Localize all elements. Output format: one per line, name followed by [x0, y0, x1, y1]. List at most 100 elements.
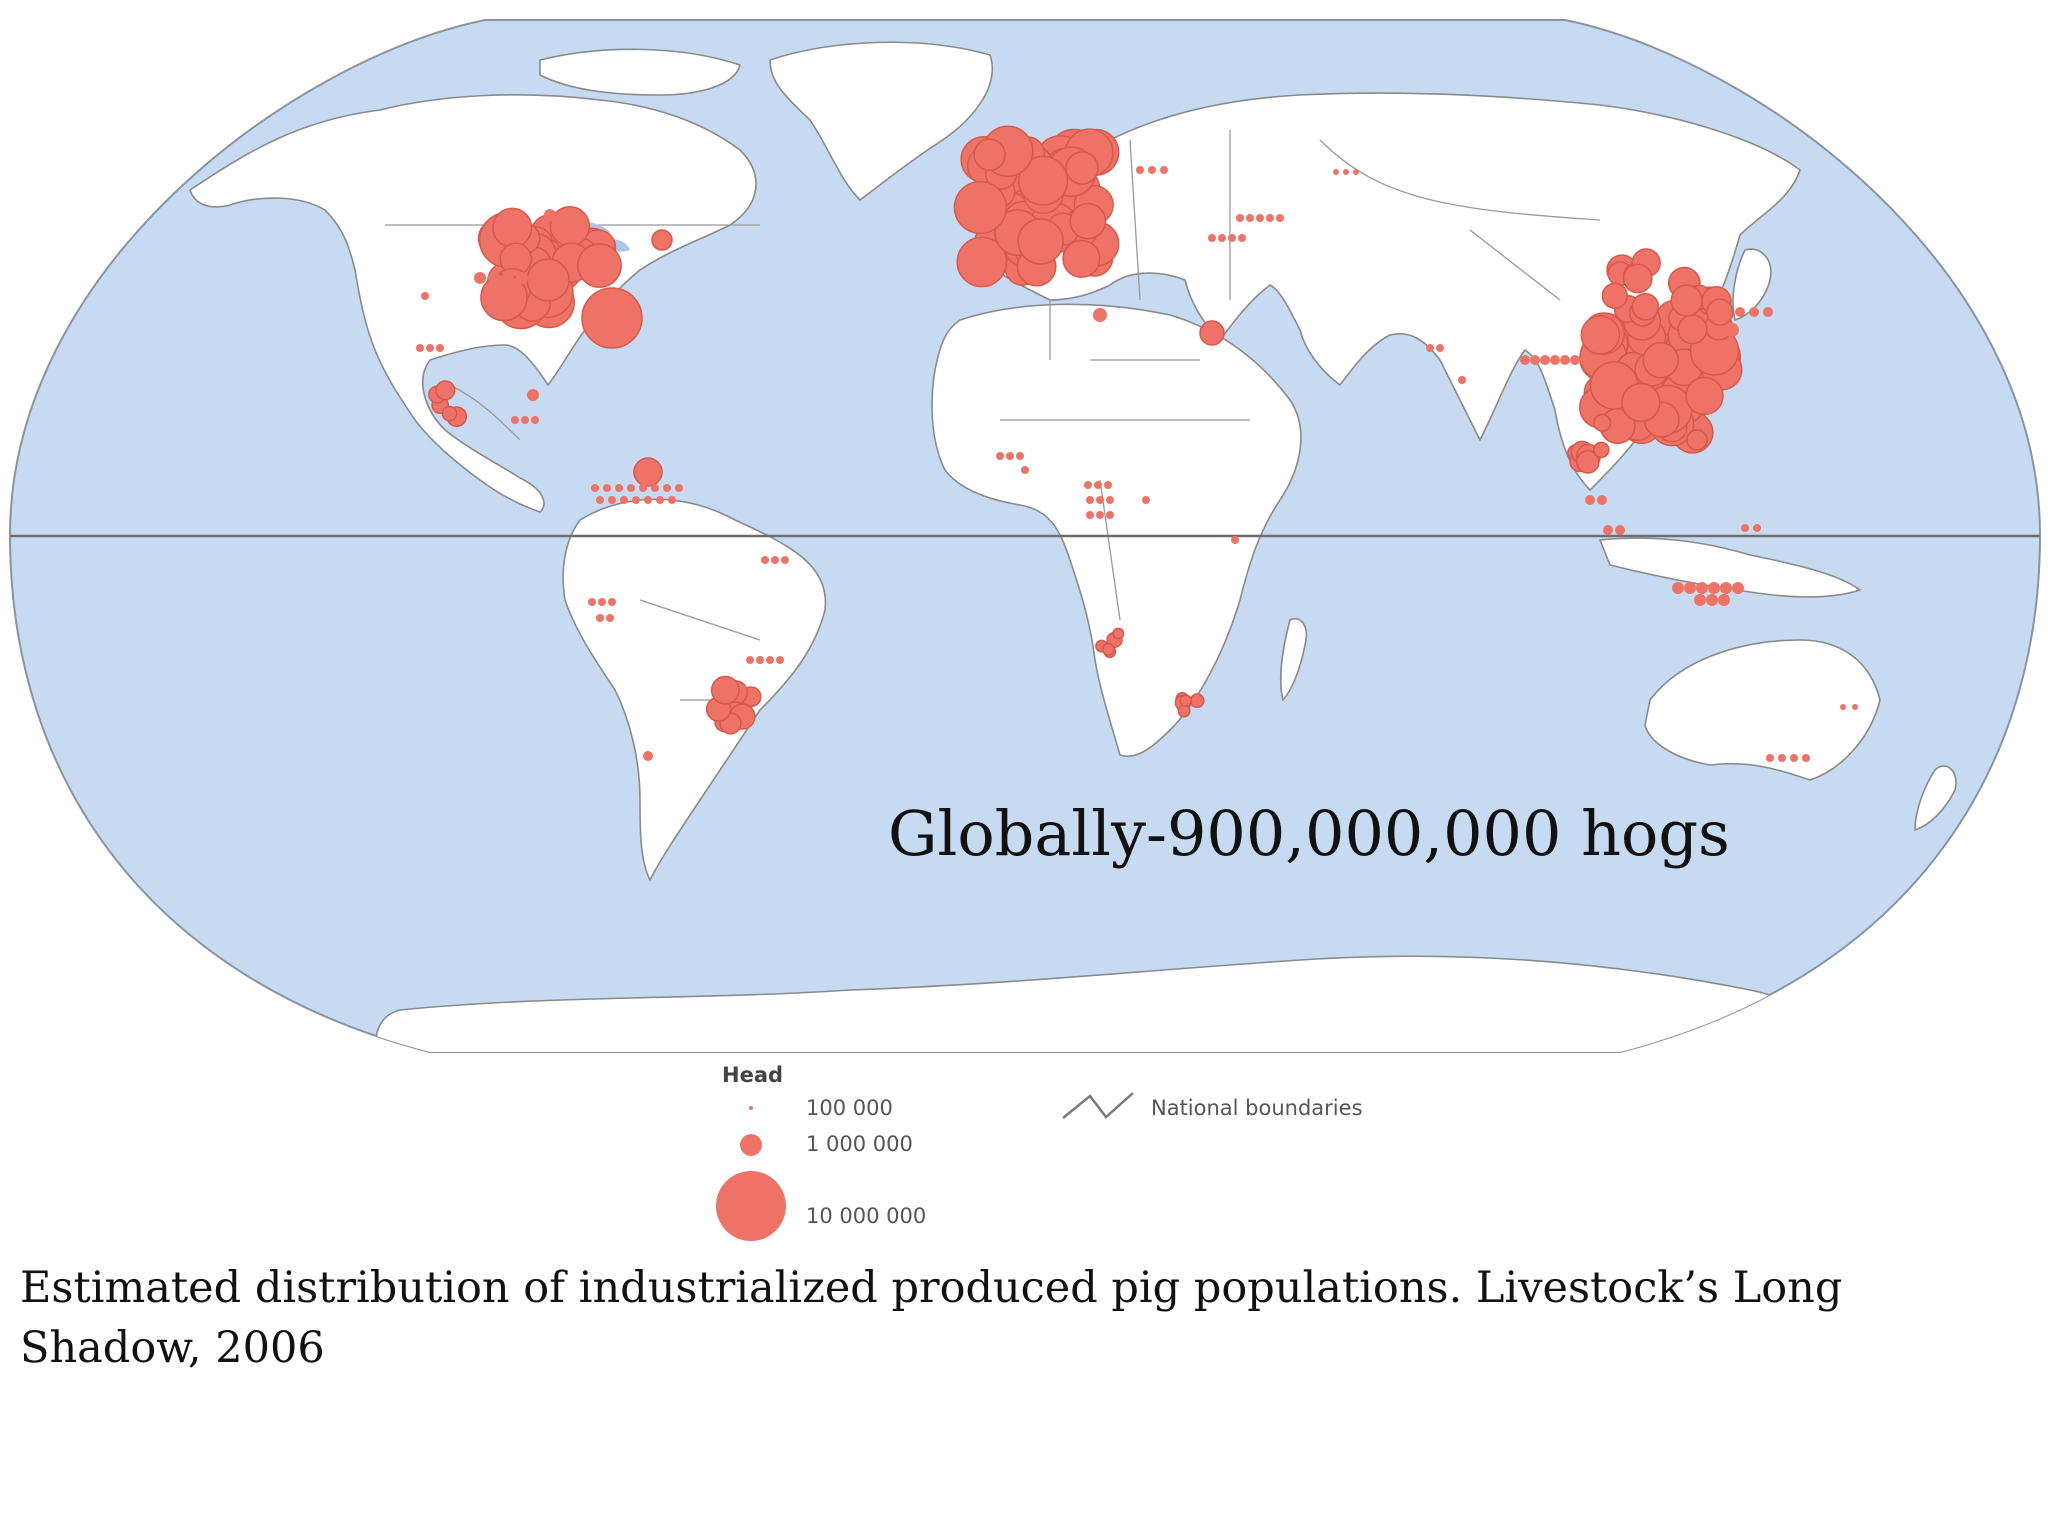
pig-marker-colombia	[591, 484, 599, 492]
pig-marker-japan	[1735, 307, 1745, 317]
pig-marker-colombia	[675, 484, 683, 492]
pig-marker-brazil-north	[781, 556, 789, 564]
pig-marker-india-north	[1426, 344, 1434, 352]
pig-marker-colombia	[615, 484, 623, 492]
pig-marker-japan	[1749, 307, 1759, 317]
world-map-figure: Globally-900,000,000 hogs Head 100 000 1…	[8, 19, 2042, 1241]
pig-marker-russia-east	[1333, 169, 1339, 175]
pig-marker-brazil-central	[766, 656, 774, 664]
pig-marker-angola	[1101, 642, 1115, 656]
pig-marker-russia	[1246, 214, 1254, 222]
pig-marker-western-europe	[1069, 202, 1107, 240]
pig-marker-brazil-central	[776, 656, 784, 664]
pig-marker-australia-south	[1778, 754, 1786, 762]
pig-marker-china	[1642, 342, 1679, 379]
pig-marker-india-east	[1560, 355, 1570, 365]
pig-marker-central-america	[531, 416, 539, 424]
pig-marker-mexico	[435, 380, 456, 401]
legend-label-medium: 1 000 000	[806, 1132, 913, 1156]
pig-marker-western-europe	[1062, 239, 1101, 278]
landmass-madagascar	[1279, 618, 1308, 701]
pig-marker-russia-east	[1353, 169, 1359, 175]
pig-marker-china-north	[1631, 292, 1660, 321]
pig-marker-china	[1685, 376, 1724, 416]
landmass-north-america	[189, 94, 757, 513]
pig-marker-vietnam	[1576, 450, 1600, 474]
pig-marker-mexico-north	[426, 344, 434, 352]
caption-line-2: Shadow, 2006	[20, 1323, 325, 1373]
pig-marker-russia	[1266, 214, 1274, 222]
caption-line-1: Estimated distribution of industrialized…	[20, 1263, 1843, 1313]
pig-marker-western-europe	[1017, 218, 1064, 265]
legend-symbol-small	[749, 1106, 753, 1110]
pig-marker-indonesia	[1696, 582, 1708, 594]
pig-marker-thailand	[1597, 495, 1607, 505]
pig-marker-china-north	[1622, 263, 1653, 294]
pig-marker-pacific	[1741, 524, 1749, 532]
pig-marker-peru	[588, 598, 596, 606]
pig-marker-china-north	[1601, 282, 1628, 309]
pig-marker-peru	[596, 614, 604, 622]
pig-marker-western-europe	[956, 236, 1008, 288]
legend-label-large: 10 000 000	[806, 1204, 926, 1228]
pig-marker-philippines	[1686, 429, 1708, 451]
pig-marker-india-east	[1550, 355, 1560, 365]
pig-marker-indonesia	[1732, 582, 1744, 594]
pig-marker-colombia	[608, 496, 616, 504]
pig-marker-west-africa	[996, 452, 1004, 460]
pig-marker-australia-east	[1852, 704, 1858, 710]
landmass-australia	[1644, 639, 1881, 781]
pig-marker-australia-south	[1766, 754, 1774, 762]
pig-marker-ukraine	[1228, 234, 1236, 242]
pig-marker-colombia	[620, 496, 628, 504]
pig-marker-india-east	[1530, 355, 1540, 365]
pig-marker-cameroon	[1096, 511, 1104, 519]
pig-marker-east-africa	[1231, 536, 1239, 544]
map-legend: Head 100 000 1 000 000 10 000 000 Nation…	[716, 1063, 1363, 1241]
landmass-arctic-islands	[539, 48, 741, 96]
landmass-new-zealand	[1914, 765, 1957, 831]
pig-marker-russia	[1276, 214, 1284, 222]
pig-marker-central-africa	[1142, 496, 1150, 504]
pig-marker-colombia	[651, 484, 659, 492]
pig-marker-pacific	[1753, 524, 1761, 532]
pig-marker-west-africa	[1006, 452, 1014, 460]
pig-marker-brazil-south	[710, 675, 740, 705]
pig-marker-korea	[1706, 298, 1734, 326]
pig-marker-india-east	[1590, 355, 1600, 365]
pig-marker-usa-central	[502, 272, 514, 284]
pig-marker-china	[1580, 315, 1621, 355]
pig-marker-usa-central	[488, 272, 500, 284]
pig-marker-eastern-europe	[1160, 166, 1168, 174]
pig-marker-australia-east	[1840, 704, 1846, 710]
pig-marker-china	[1621, 382, 1661, 423]
pig-marker-brazil-central	[746, 656, 754, 664]
pig-marker-central-america	[527, 389, 539, 401]
pig-marker-vietnam	[1593, 413, 1612, 432]
pig-marker-mexico-north	[436, 344, 444, 352]
pig-marker-india-east	[1520, 355, 1530, 365]
pig-marker-brazil-central	[756, 656, 764, 664]
pig-marker-argentina	[643, 751, 653, 761]
pig-marker-malaysia	[1615, 525, 1625, 535]
pig-marker-korea	[1677, 314, 1708, 345]
pig-marker-usa-midwest	[549, 206, 591, 247]
pig-marker-south-africa	[1177, 704, 1191, 718]
pig-marker-usa-north	[544, 209, 556, 221]
pig-marker-japan	[1763, 307, 1773, 317]
pig-marker-usa-midwest	[577, 243, 622, 288]
legend-symbol-medium	[740, 1134, 762, 1156]
pig-marker-egypt	[1199, 320, 1225, 346]
pig-marker-usa-central	[516, 272, 528, 284]
pig-marker-west-africa	[1021, 466, 1029, 474]
figure-caption: Estimated distribution of industrialized…	[20, 1258, 2020, 1378]
pig-marker-ukraine	[1218, 234, 1226, 242]
landmass-africa	[931, 303, 1302, 757]
boundary-line-icon	[1062, 1092, 1134, 1119]
pig-marker-russia	[1256, 214, 1264, 222]
pig-marker-colombia	[644, 496, 652, 504]
pig-marker-western-europe	[953, 180, 1008, 235]
pig-marker-angola	[1112, 627, 1125, 640]
global-total-label: Globally-900,000,000 hogs	[888, 797, 1730, 870]
pig-marker-indonesia	[1706, 594, 1718, 606]
